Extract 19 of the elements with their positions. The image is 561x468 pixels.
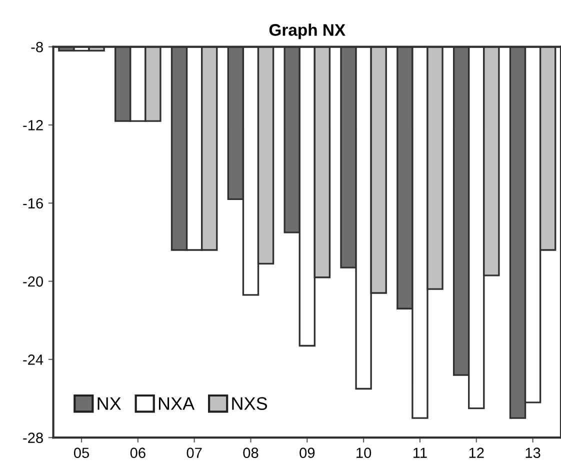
x-tick-label: 13 — [526, 448, 540, 458]
x-tick-label: 08 — [243, 448, 258, 458]
x-tick-label: 05 — [74, 448, 89, 458]
x-tick-label: 07 — [186, 448, 202, 458]
y-tick-label: -28 — [23, 432, 43, 444]
x-tick-label: 10 — [356, 448, 372, 458]
y-tick-label: -16 — [23, 198, 43, 209]
x-tick-label: 09 — [300, 448, 315, 458]
x-tick-label: 11 — [414, 448, 427, 458]
y-tick-label: -20 — [23, 276, 44, 287]
x-tick-label: 12 — [469, 448, 484, 458]
y-tick-label: -24 — [23, 354, 44, 365]
x-tick-label: 06 — [130, 448, 146, 458]
y-tick-label: -12 — [23, 120, 43, 130]
legend-label: NXA — [158, 397, 195, 410]
legend-label: NXS — [232, 397, 268, 410]
legend-label: NX — [98, 397, 121, 410]
y-tick-label: -8 — [31, 42, 43, 52]
chart-title: Graph NX — [269, 24, 346, 40]
